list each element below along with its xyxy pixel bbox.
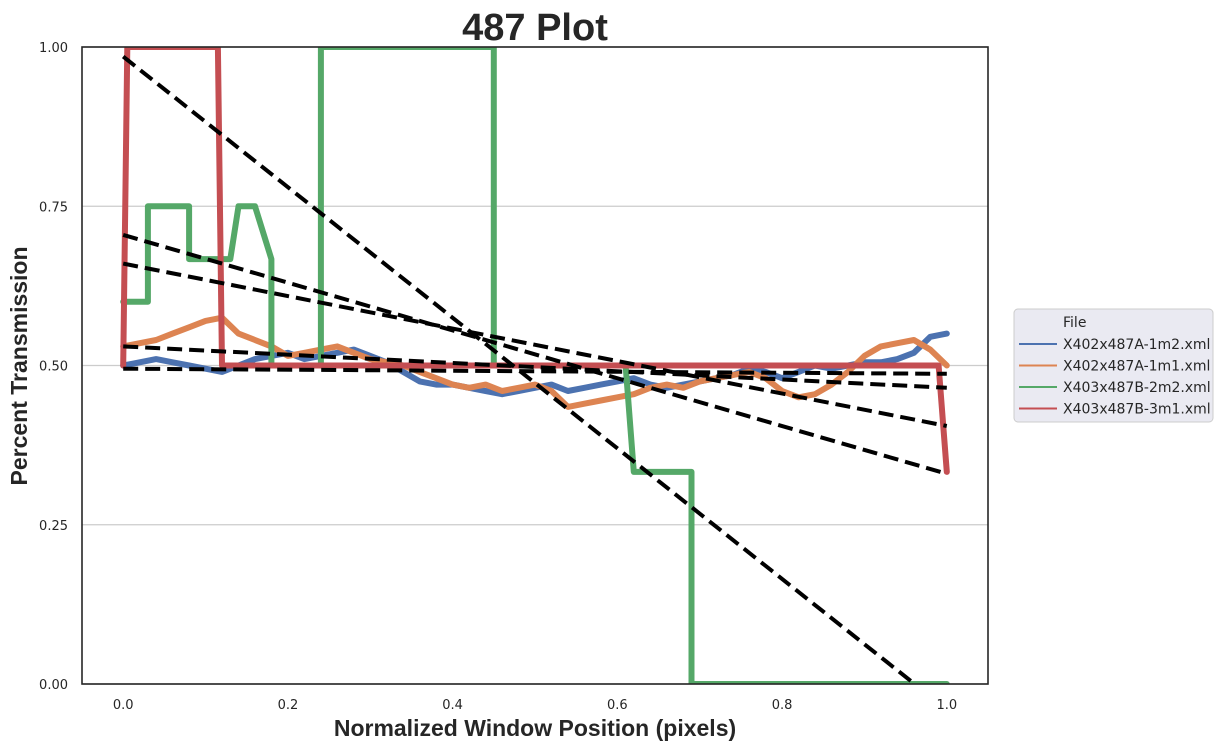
legend-title: File: [1063, 315, 1086, 331]
trend-line-2: [122, 232, 948, 476]
chart-title: 487 Plot: [462, 7, 608, 49]
y-tick-label: 0.25: [39, 519, 68, 534]
x-tick-label: 0.4: [442, 698, 463, 713]
y-axis-ticks: 0.00 0.25 0.50 0.75 1.00: [39, 41, 68, 693]
legend-label: X403x487B-3m1.xml: [1063, 402, 1211, 418]
y-tick-label: 0.75: [39, 200, 68, 215]
trend-line-3: [122, 261, 948, 428]
legend-label: X402x487A-1m1.xml: [1063, 359, 1210, 375]
legend-box: [1013, 308, 1214, 423]
trend-line-5: [123, 366, 947, 376]
y-axis-label: Percent Transmission: [6, 246, 32, 485]
legend-label: X402x487A-1m2.xml: [1063, 337, 1210, 353]
series-line-4: [120, 47, 950, 475]
y-tick-label: 1.00: [39, 41, 68, 56]
series-line-2: [120, 314, 950, 410]
plot-frame: [81, 46, 989, 685]
x-tick-label: 1.0: [936, 698, 957, 713]
x-tick-label: 0.2: [278, 698, 299, 713]
x-tick-label: 0.0: [113, 698, 134, 713]
y-tick-label: 0.00: [39, 678, 68, 693]
legend: File X402x487A-1m2.xml X402x487A-1m1.xml X4…: [1013, 308, 1214, 423]
x-tick-label: 0.8: [772, 698, 793, 713]
legend-label: X403x487B-2m2.xml: [1063, 380, 1211, 396]
plot-area: [120, 47, 950, 684]
x-axis-ticks: 0.0 0.2 0.4 0.6 0.8 1.0: [113, 698, 957, 713]
y-tick-label: 0.50: [39, 360, 68, 375]
x-tick-label: 0.6: [607, 698, 628, 713]
x-axis-label: Normalized Window Position (pixels): [334, 715, 736, 741]
trend-line-4: [123, 344, 947, 390]
